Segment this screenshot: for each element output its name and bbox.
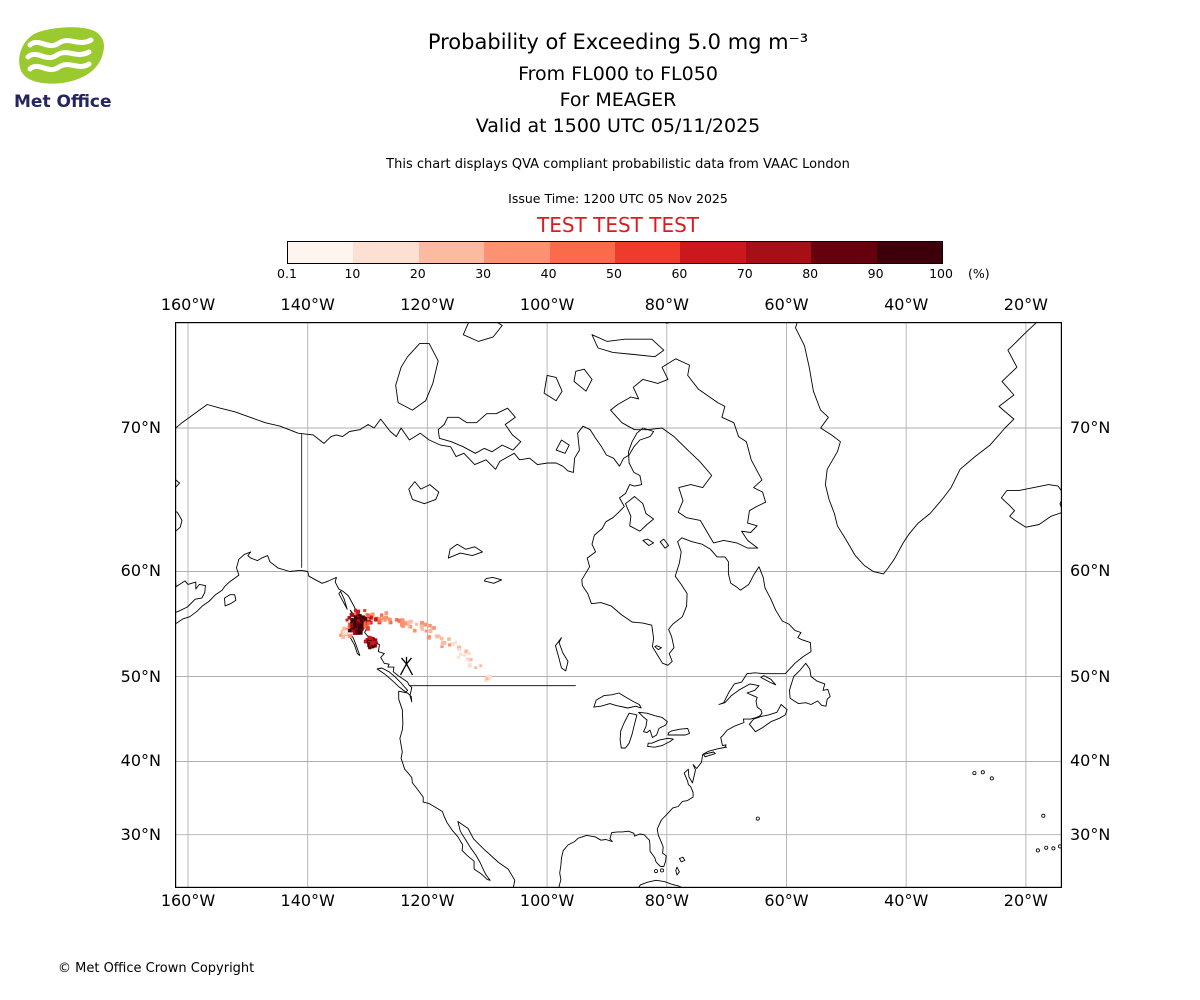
met-office-logo: Met Office — [14, 26, 134, 112]
colorbar-segment — [353, 242, 419, 263]
y-tick-label-left: 40°N — [120, 751, 161, 771]
colorbar-segment — [484, 242, 550, 263]
border-lines — [301, 434, 576, 687]
map-frame — [175, 322, 1062, 888]
subtitle-flight-levels: From FL000 to FL050 — [518, 63, 718, 85]
colorbar-segment — [615, 242, 681, 263]
y-tick-label-right: 40°N — [1070, 751, 1111, 771]
colorbar-tick-label: 50 — [606, 266, 622, 281]
issue-time: Issue Time: 1200 UTC 05 Nov 2025 — [508, 191, 728, 206]
x-tick-label-bottom: 140°W — [280, 891, 335, 910]
x-tick-label-top: 40°W — [884, 295, 929, 314]
colorbar-segment — [745, 242, 812, 263]
met-office-logo-mark — [19, 27, 104, 84]
colorbar — [287, 241, 943, 264]
colorbar-segment — [418, 242, 485, 263]
test-banner: TEST TEST TEST — [536, 213, 699, 237]
copyright-text: © Met Office Crown Copyright — [58, 961, 255, 976]
y-tick-label-right: 70°N — [1070, 417, 1111, 437]
grid-lines — [175, 322, 1062, 888]
colorbar-tick-label: 70 — [736, 266, 753, 281]
x-tick-label-bottom: 40°W — [884, 891, 929, 910]
logo-wave-lines — [25, 37, 94, 73]
colorbar-tick-label: 80 — [802, 266, 819, 281]
x-tick-label-top: 160°W — [160, 295, 216, 314]
colorbar-tick-label: 30 — [475, 266, 492, 281]
chart-title: Probability of Exceeding 5.0 mg m⁻³ — [427, 30, 809, 54]
map — [175, 322, 1062, 888]
x-tick-label-bottom: 120°W — [400, 891, 455, 910]
subtitle-valid-time: Valid at 1500 UTC 05/11/2025 — [475, 115, 761, 137]
colorbar-tick-label: 0.1 — [277, 266, 297, 281]
x-tick-label-top: 100°W — [519, 295, 575, 314]
x-tick-label-bottom: 100°W — [519, 891, 575, 910]
y-tick-label-left: 50°N — [120, 666, 161, 686]
colorbar-unit-label: (%) — [968, 266, 990, 281]
colorbar-tick-label: 20 — [409, 266, 426, 281]
subtitle-volcano: For MEAGER — [559, 89, 677, 111]
y-tick-label-left: 60°N — [120, 561, 161, 581]
x-tick-label-top: 80°W — [644, 295, 689, 314]
colorbar-segment — [680, 242, 746, 263]
colorbar-tick-label: 100 — [929, 266, 953, 281]
colorbar-segment — [876, 242, 943, 263]
colorbar-segment — [811, 242, 877, 263]
x-tick-label-top: 20°W — [1003, 295, 1048, 314]
x-tick-label-bottom: 60°W — [764, 891, 809, 910]
y-tick-label-right: 50°N — [1070, 666, 1111, 686]
met-office-logo-text: Met Office — [14, 92, 112, 112]
x-tick-label-top: 140°W — [280, 295, 335, 314]
y-tick-label-left: 70°N — [120, 417, 161, 437]
x-tick-label-bottom: 80°W — [644, 891, 689, 910]
y-tick-label-right: 60°N — [1070, 561, 1111, 581]
qva-note: This chart displays QVA compliant probab… — [386, 157, 850, 172]
x-tick-label-top: 120°W — [400, 295, 455, 314]
ash-plume — [339, 608, 493, 682]
colorbar-segment — [288, 242, 354, 263]
colorbar-tick-label: 10 — [344, 266, 361, 281]
y-tick-label-right: 30°N — [1070, 824, 1111, 844]
x-tick-label-top: 60°W — [764, 295, 809, 314]
coastlines — [175, 322, 1062, 888]
colorbar-tick-label: 40 — [540, 266, 557, 281]
colorbar-tick-label: 60 — [671, 266, 688, 281]
y-tick-label-left: 30°N — [120, 824, 161, 844]
colorbar-tick-label: 90 — [867, 266, 884, 281]
x-tick-label-bottom: 160°W — [160, 891, 216, 910]
x-tick-label-bottom: 20°W — [1003, 891, 1048, 910]
colorbar-segment — [549, 242, 616, 263]
minor-islands — [653, 770, 1062, 874]
volcano-symbol — [399, 656, 414, 676]
